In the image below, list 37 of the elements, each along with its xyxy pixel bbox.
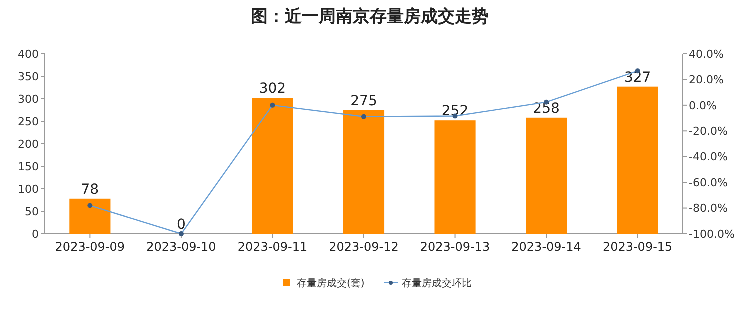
y-tick-label: 100 — [18, 182, 39, 196]
bar — [70, 198, 111, 234]
x-tick-label: 2023-09-10 — [146, 240, 216, 254]
y2-tick-label: -20.0% — [689, 124, 728, 138]
y-tick-label: 250 — [18, 115, 39, 128]
data-label: 275 — [350, 93, 378, 110]
y2-tick-label: -40.0% — [689, 150, 728, 164]
x-tick-label: 2023-09-11 — [238, 240, 308, 254]
x-tick-label: 2023-09-14 — [512, 240, 582, 254]
x-tick-label: 2023-09-09 — [55, 240, 126, 254]
x-tick-label: 2023-09-12 — [329, 240, 399, 254]
bar — [617, 86, 658, 234]
x-tick-label: 2023-09-13 — [420, 240, 490, 254]
y-tick-label: 0 — [32, 228, 39, 241]
y2-tick-label: 0.0% — [689, 99, 717, 112]
bar — [526, 118, 568, 234]
bar — [343, 110, 385, 234]
y2-tick-label: -80.0% — [689, 202, 728, 216]
y2-tick-label: -60.0% — [689, 176, 728, 190]
bar — [434, 120, 476, 234]
y-tick-label: 200 — [18, 138, 39, 151]
data-label: 0 — [176, 217, 186, 233]
y-tick-label: 50 — [25, 205, 39, 218]
bar — [252, 98, 294, 234]
y-tick-label: 150 — [18, 160, 39, 174]
legend-label: 存量房成交环比 — [402, 278, 472, 290]
data-label: 302 — [259, 81, 286, 98]
y-tick-label: 350 — [18, 70, 39, 84]
x-tick-label: 2023-09-15 — [602, 240, 673, 254]
y-tick-label: 400 — [18, 48, 39, 61]
y-tick-label: 300 — [18, 92, 39, 106]
data-label: 78 — [81, 182, 100, 198]
y2-tick-label: 40.0% — [689, 48, 724, 61]
chart-title: 图：近一周南京存量房成交走势 — [251, 7, 489, 27]
legend-label: 存量房成交(套) — [297, 278, 365, 290]
y2-tick-label: 20.0% — [689, 74, 724, 87]
y2-tick-label: -100.0% — [689, 228, 735, 241]
